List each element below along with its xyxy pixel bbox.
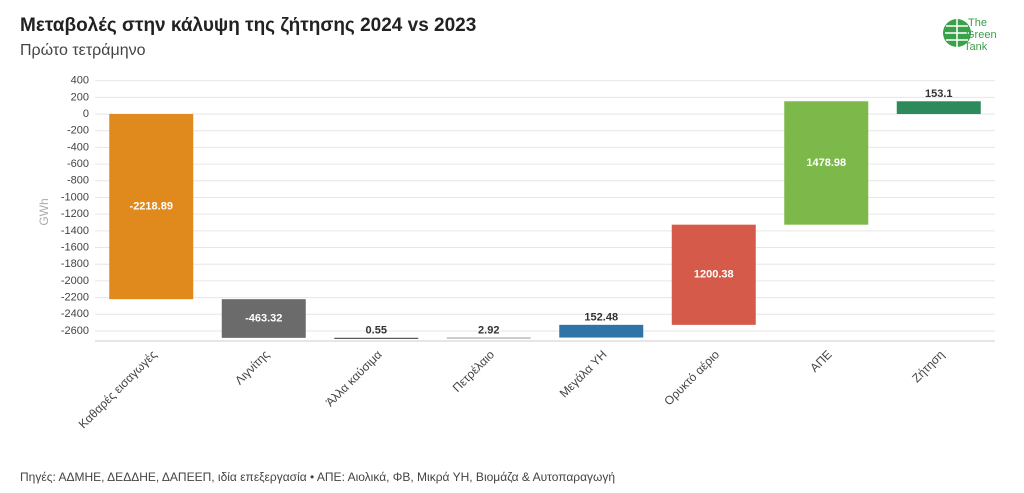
bar <box>334 337 419 339</box>
x-tick-label: Ορυκτό αέριο <box>661 347 722 408</box>
logo: The Green Tank <box>943 17 997 53</box>
logo-text: Tank <box>964 41 988 53</box>
data-label: 1478.98 <box>806 157 846 169</box>
logo-grid <box>945 19 969 47</box>
data-label: -463.32 <box>245 312 282 324</box>
y-tick-label: -1400 <box>61 225 89 237</box>
bar <box>559 324 644 338</box>
y-tick-label: -1000 <box>61 191 89 203</box>
data-label: 0.55 <box>366 325 387 337</box>
data-label: 153.1 <box>925 88 953 100</box>
y-tick-label: -1800 <box>61 258 89 270</box>
bar <box>784 101 869 225</box>
y-tick-label: -400 <box>67 141 89 153</box>
bar <box>221 299 306 338</box>
y-tick-label: -1600 <box>61 241 89 253</box>
x-tick-label: ΑΠΕ <box>807 347 834 374</box>
x-tick-label: Άλλα καύσιμα <box>323 347 385 409</box>
y-tick-label: -2600 <box>61 325 89 337</box>
x-tick-label: Μεγάλα ΥΗ <box>557 347 610 400</box>
data-label: 152.48 <box>584 312 618 324</box>
y-tick-label: -1200 <box>61 208 89 220</box>
bar <box>671 224 756 325</box>
y-tick-label: -600 <box>67 158 89 170</box>
y-tick-label: -2400 <box>61 308 89 320</box>
x-tick-label: Λιγνίτης <box>232 347 272 387</box>
y-tick-label: -2000 <box>61 275 89 287</box>
bar <box>109 114 194 300</box>
x-tick-label: Πετρέλαιο <box>450 347 498 395</box>
source-note: Πηγές: ΑΔΜΗΕ, ΔΕΔΔΗΕ, ΔΑΠΕΕΠ, ιδία επεξε… <box>20 470 615 484</box>
chart-subtitle: Πρώτο τετράμηνο <box>20 42 146 59</box>
x-tick-label: Ζήτηση <box>909 347 947 385</box>
y-tick-label: -800 <box>67 175 89 187</box>
y-axis-label: GWh <box>37 198 51 225</box>
chart-title: Μεταβολές στην κάλυψη της ζήτησης 2024 v… <box>20 15 476 36</box>
y-tick-label: 400 <box>71 75 89 87</box>
bar <box>896 101 981 115</box>
data-label: 2.92 <box>478 324 499 336</box>
y-tick-label: -200 <box>67 125 89 137</box>
y-tick-label: -2200 <box>61 292 89 304</box>
y-tick-label: 200 <box>71 91 89 103</box>
logo-text: Green <box>966 29 997 41</box>
data-label: 1200.38 <box>694 269 734 281</box>
y-tick-label: 0 <box>83 108 89 120</box>
bar <box>446 337 531 339</box>
x-tick-label: Καθαρές εισαγωγές <box>76 347 160 431</box>
logo-text: The <box>968 17 987 29</box>
data-label: -2218.89 <box>130 201 173 213</box>
